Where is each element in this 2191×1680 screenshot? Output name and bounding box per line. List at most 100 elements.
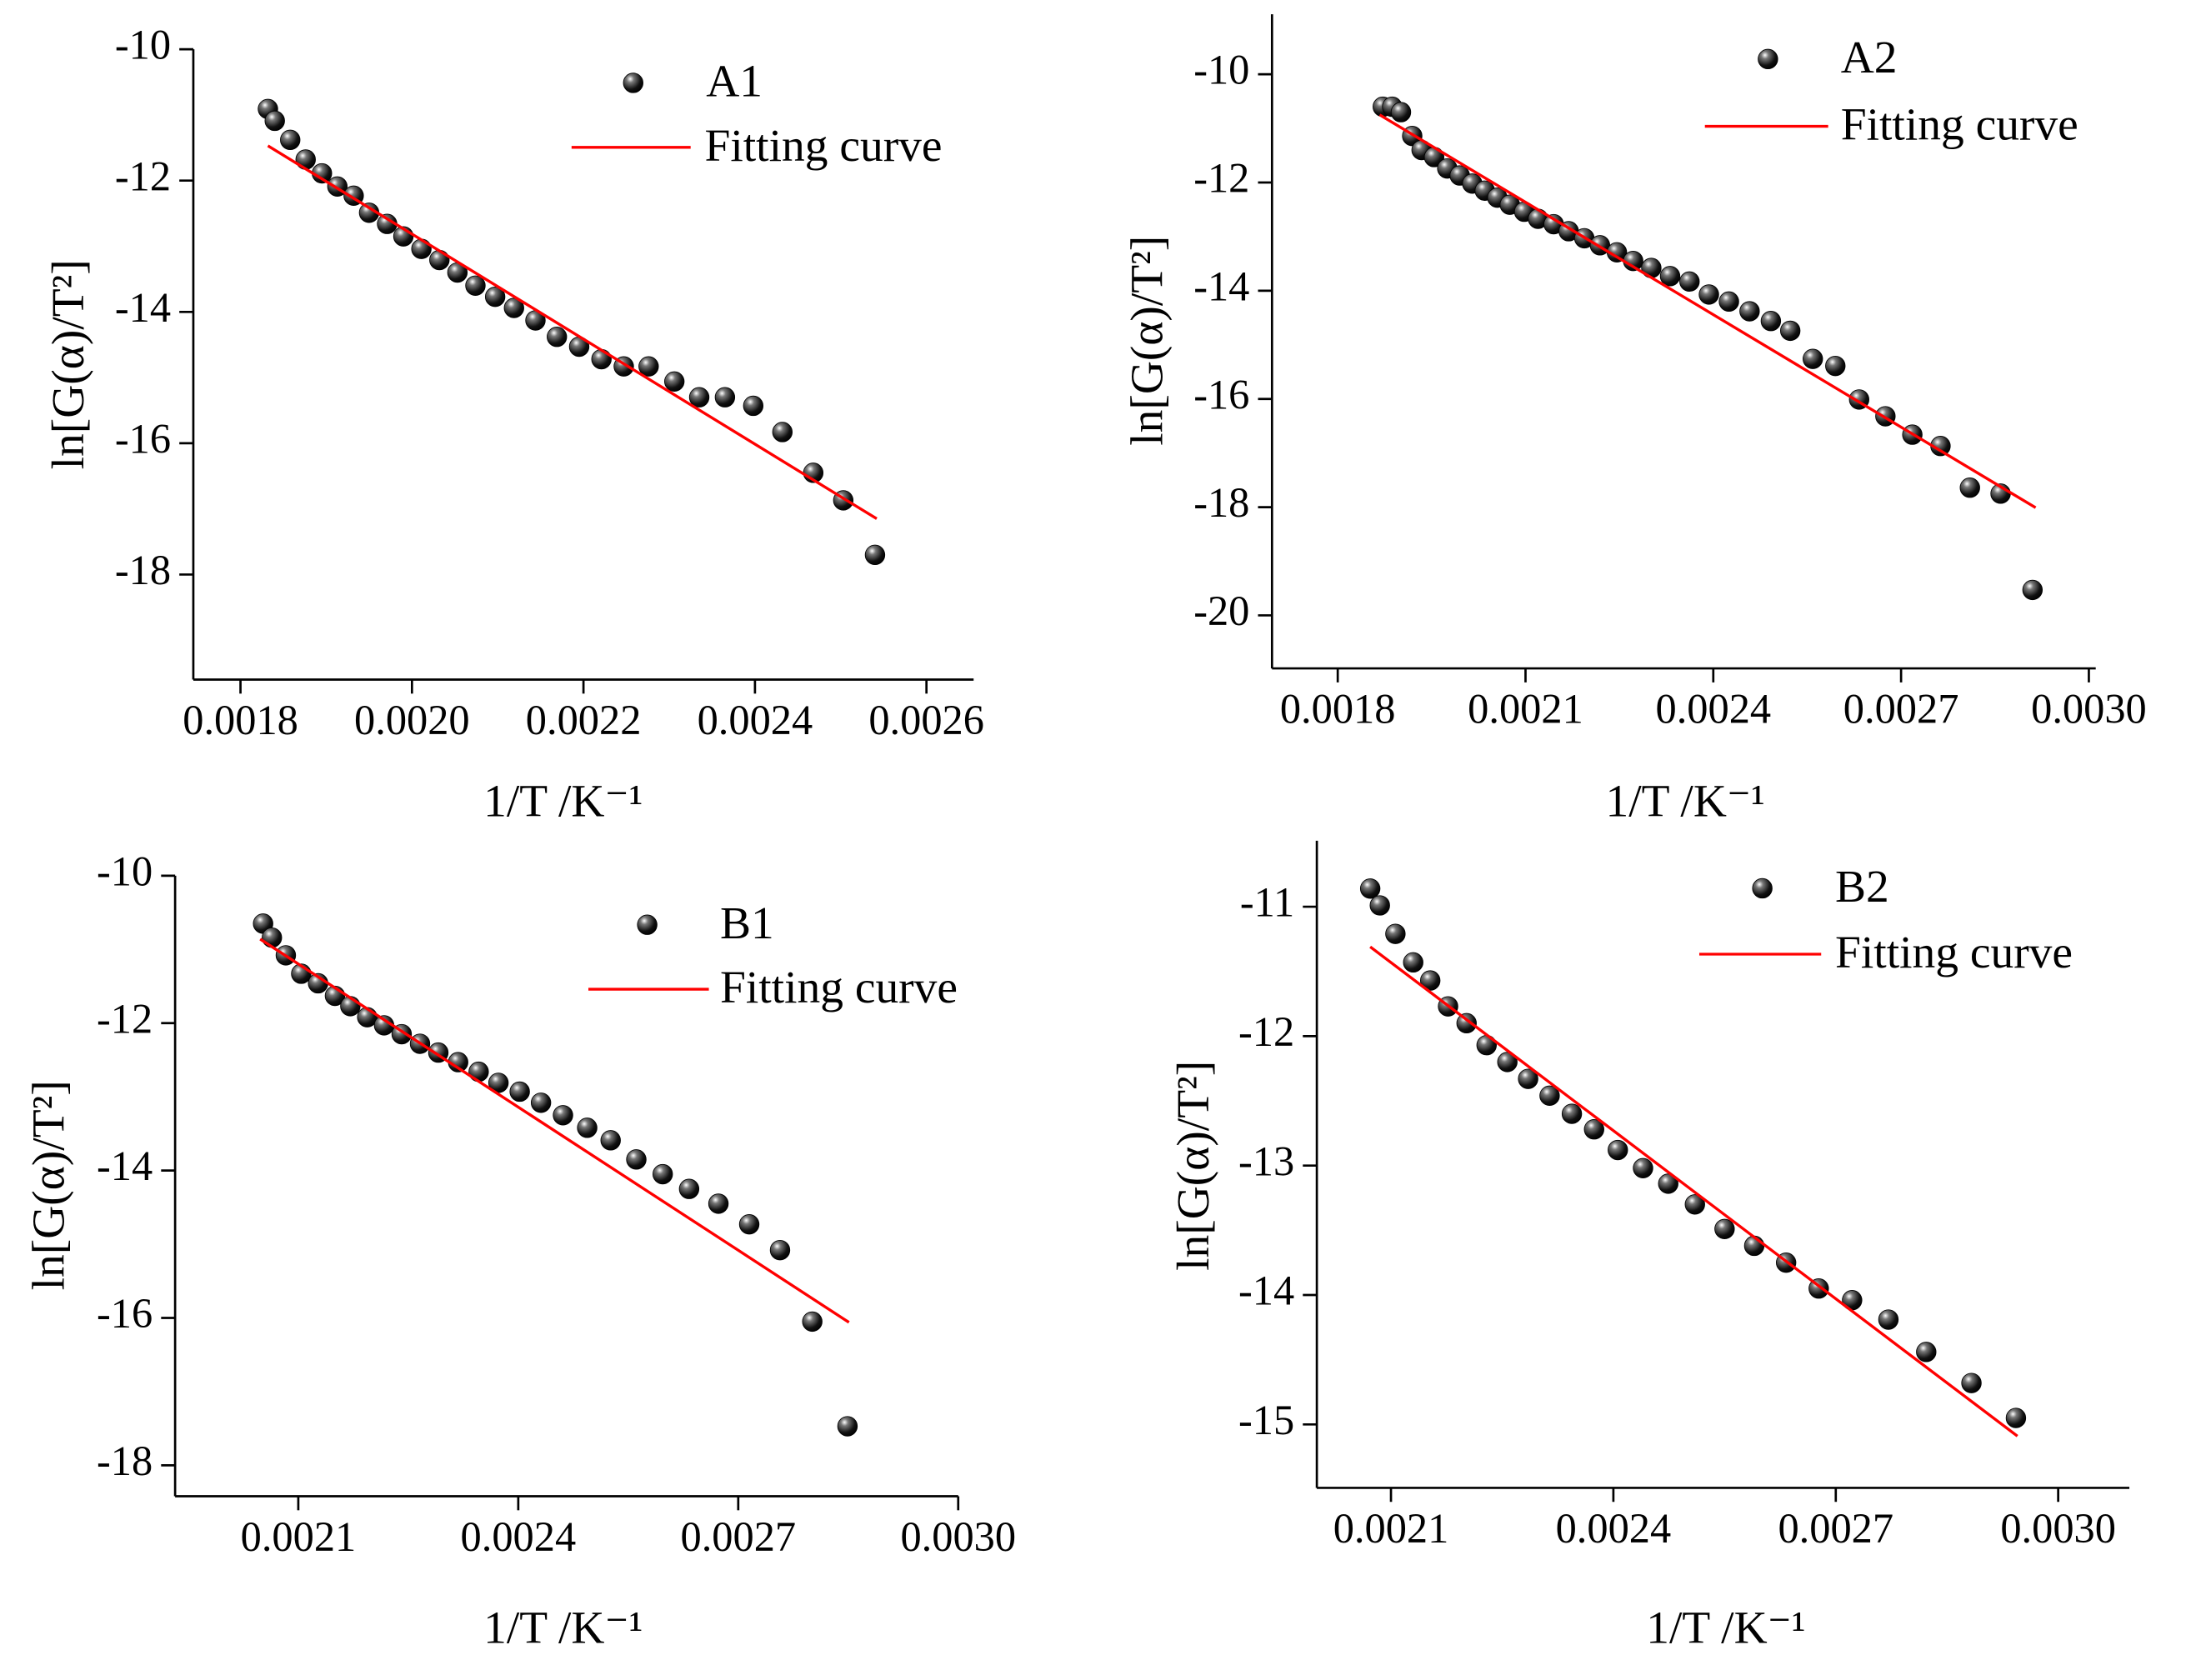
y-tick-label: -12 xyxy=(115,152,171,199)
data-point xyxy=(429,249,450,271)
data-point xyxy=(1420,970,1441,991)
y-axis-label: ln[G(α)/T²] xyxy=(43,259,93,469)
x-tick-label: 0.0027 xyxy=(681,1513,797,1560)
x-axis-label: 1/T /K⁻¹ xyxy=(1606,776,1765,827)
data-point xyxy=(577,1118,598,1138)
data-point xyxy=(802,1311,823,1332)
data-point xyxy=(769,1239,791,1261)
y-tick-label: -14 xyxy=(97,1142,153,1189)
legend-label: Fitting curve xyxy=(1841,99,2078,150)
y-tick-label: -14 xyxy=(1193,262,1249,309)
y-tick-label: -16 xyxy=(97,1290,153,1337)
data-point xyxy=(1739,301,1760,322)
data-point xyxy=(1518,1068,1538,1089)
data-point xyxy=(1825,355,1846,377)
y-tick-label: -11 xyxy=(1240,879,1294,926)
data-point xyxy=(1456,1012,1477,1034)
x-axis-label: 1/T /K⁻¹ xyxy=(483,776,643,827)
x-tick-label: 0.0030 xyxy=(900,1513,1016,1560)
data-point xyxy=(708,1193,729,1214)
data-point xyxy=(1659,266,1681,287)
data-point xyxy=(1359,878,1381,899)
data-point xyxy=(1658,1173,1678,1194)
data-point xyxy=(262,927,283,948)
data-point xyxy=(1698,284,1719,305)
data-point xyxy=(738,1213,760,1235)
data-point xyxy=(1633,1158,1653,1178)
data-point xyxy=(626,1149,647,1170)
x-tick-label: 0.0030 xyxy=(2031,685,2147,732)
x-axis-label: 1/T /K⁻¹ xyxy=(1646,1602,1805,1652)
data-point xyxy=(1390,102,1412,122)
panel: 0.0021 0.0024 0.0027 0.0030 -10 -12 -14 -16 -18 1… xyxy=(23,848,1016,1652)
legend-marker xyxy=(1758,48,1778,70)
x-tick-label: 0.0018 xyxy=(183,697,298,743)
y-tick-label: -18 xyxy=(1193,479,1249,526)
x-tick-label: 0.0030 xyxy=(2000,1505,2116,1552)
y-tick-label: -16 xyxy=(115,415,171,462)
fit-line xyxy=(1369,945,2018,1438)
legend-label: Fitting curve xyxy=(705,120,943,171)
x-tick-label: 0.0024 xyxy=(1655,685,1771,732)
data-point xyxy=(1403,952,1423,973)
y-tick-label: -14 xyxy=(1238,1268,1294,1314)
data-point xyxy=(1608,1139,1628,1161)
y-axis-label: ln[G(α)/T²] xyxy=(1168,1061,1218,1271)
y-tick-label: -10 xyxy=(97,848,153,894)
data-point xyxy=(1561,1103,1583,1124)
data-point xyxy=(264,110,285,132)
x-tick-label: 0.0021 xyxy=(241,1513,357,1560)
data-point xyxy=(1878,1309,1899,1330)
data-point xyxy=(468,1061,489,1082)
data-point xyxy=(1583,1119,1604,1140)
x-tick-label: 0.0027 xyxy=(1843,685,1959,732)
y-tick-label: -12 xyxy=(97,995,153,1042)
data-point xyxy=(411,238,432,259)
y-tick-label: -15 xyxy=(1238,1397,1294,1443)
data-point xyxy=(837,1416,858,1437)
data-point xyxy=(743,395,764,417)
data-point xyxy=(509,1081,530,1102)
data-point xyxy=(295,149,316,170)
data-point xyxy=(484,286,506,308)
legend-label: A1 xyxy=(706,56,763,107)
x-tick-label: 0.0021 xyxy=(1468,685,1583,732)
legend-marker xyxy=(623,72,643,93)
y-tick-label: -16 xyxy=(1193,371,1249,418)
data-point xyxy=(600,1130,621,1151)
y-tick-label: -18 xyxy=(115,547,171,593)
y-tick-label: -10 xyxy=(1193,47,1249,93)
data-point xyxy=(638,356,659,377)
data-point xyxy=(1369,895,1390,916)
data-point xyxy=(772,422,793,442)
data-point xyxy=(465,275,486,296)
data-point xyxy=(1684,1194,1705,1215)
x-tick-label: 0.0021 xyxy=(1333,1505,1449,1552)
y-tick-label: -12 xyxy=(1238,1008,1294,1055)
data-point xyxy=(1385,923,1406,944)
x-tick-label: 0.0024 xyxy=(461,1513,577,1560)
data-point xyxy=(1714,1218,1735,1239)
y-axis-label: ln[G(α)/T²] xyxy=(1121,236,1172,446)
data-point xyxy=(653,1163,673,1185)
legend-label: Fitting curve xyxy=(720,962,958,1012)
y-tick-label: -13 xyxy=(1238,1138,1294,1184)
legend-label: A2 xyxy=(1841,32,1898,82)
legend-label: B1 xyxy=(720,898,774,948)
x-tick-label: 0.0027 xyxy=(1778,1505,1893,1552)
data-point xyxy=(678,1178,700,1199)
data-point xyxy=(530,1092,552,1113)
data-point xyxy=(714,387,736,408)
x-tick-label: 0.0024 xyxy=(698,697,813,743)
data-point xyxy=(688,387,710,408)
fit-line xyxy=(259,938,850,1324)
legend-marker xyxy=(637,914,658,935)
y-tick-label: -18 xyxy=(97,1438,153,1484)
y-tick-label: -12 xyxy=(1193,155,1249,202)
x-tick-label: 0.0026 xyxy=(868,697,984,743)
data-point xyxy=(1679,271,1700,292)
data-point xyxy=(1961,1372,1982,1393)
data-point xyxy=(1916,1342,1937,1362)
data-point xyxy=(2022,579,2043,601)
